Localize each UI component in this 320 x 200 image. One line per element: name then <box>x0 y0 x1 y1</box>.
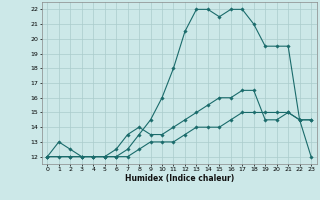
X-axis label: Humidex (Indice chaleur): Humidex (Indice chaleur) <box>124 174 234 183</box>
